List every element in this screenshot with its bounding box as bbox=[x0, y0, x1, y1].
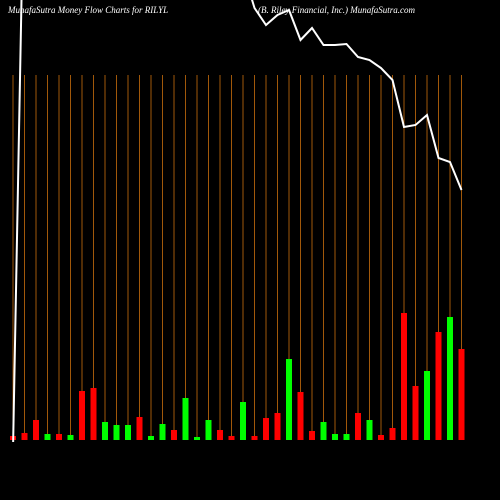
bar bbox=[159, 424, 166, 440]
bar bbox=[251, 436, 258, 440]
bar bbox=[412, 386, 419, 440]
bar bbox=[33, 420, 39, 440]
bar bbox=[21, 433, 28, 440]
bar bbox=[136, 417, 143, 440]
plot bbox=[10, 0, 465, 442]
bar bbox=[56, 434, 62, 440]
bar bbox=[401, 313, 407, 440]
chart-title: MunafaSutra Money Flow Charts for RILYL bbox=[7, 5, 168, 15]
bar bbox=[79, 391, 85, 440]
bar bbox=[309, 431, 315, 440]
bar bbox=[447, 317, 453, 440]
bar bbox=[240, 402, 246, 440]
bar bbox=[125, 425, 131, 440]
bar bbox=[366, 420, 373, 440]
bar bbox=[217, 430, 223, 440]
chart-subtitle: (B. Riley Financial, Inc.) MunafaSutra.c… bbox=[258, 5, 415, 15]
bar bbox=[194, 437, 200, 440]
bar bbox=[458, 349, 465, 440]
bar bbox=[378, 435, 384, 440]
bar bbox=[228, 436, 235, 440]
bar bbox=[355, 413, 361, 440]
bar bbox=[102, 422, 108, 440]
bar bbox=[148, 436, 154, 440]
bar bbox=[274, 413, 281, 440]
bar bbox=[297, 392, 304, 440]
bar bbox=[171, 430, 177, 440]
bar bbox=[320, 422, 327, 440]
price-line bbox=[12, 0, 463, 442]
bar bbox=[263, 418, 269, 440]
bar bbox=[343, 434, 350, 440]
bar bbox=[424, 371, 430, 440]
bar bbox=[90, 388, 97, 440]
bar bbox=[182, 398, 189, 440]
bar bbox=[205, 420, 212, 440]
bar bbox=[286, 359, 292, 440]
bar bbox=[113, 425, 120, 440]
bar bbox=[67, 435, 74, 440]
bar bbox=[44, 434, 51, 440]
bar bbox=[435, 332, 442, 440]
bar bbox=[389, 428, 396, 440]
bar bbox=[332, 434, 338, 440]
